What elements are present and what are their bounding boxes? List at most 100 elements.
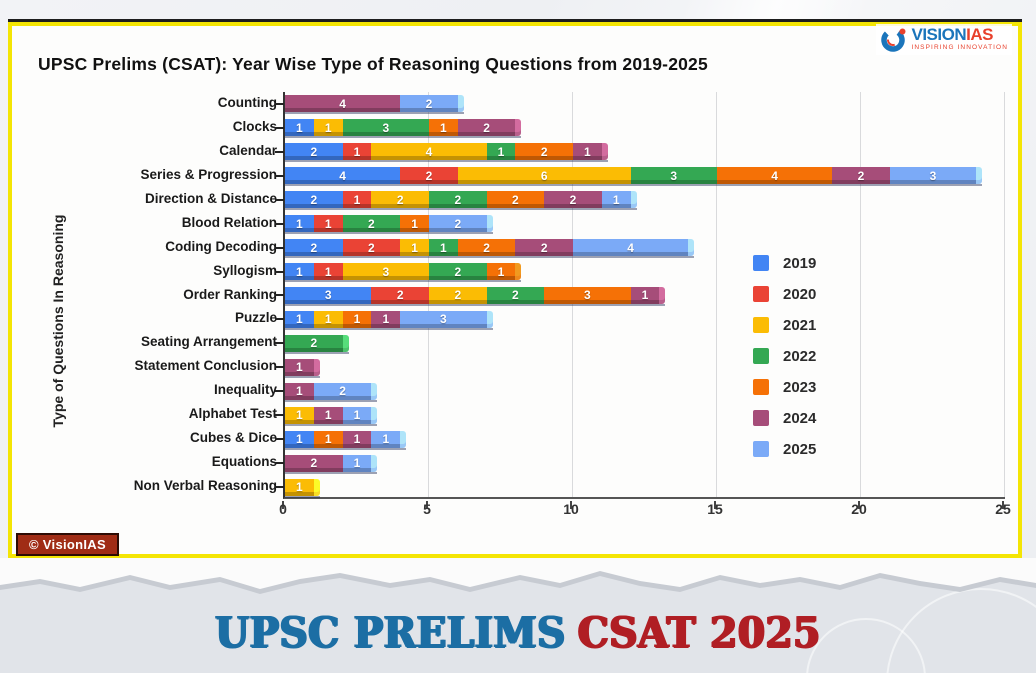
x-tick-label: 20 <box>851 501 867 517</box>
bar-segment: 2 <box>515 239 573 257</box>
legend-label: 2024 <box>783 409 817 427</box>
bar-segment: 3 <box>889 167 977 185</box>
bar-segment: 2 <box>515 143 573 161</box>
visionias-logo-icon <box>881 28 906 52</box>
category-label: Seating Arrangement <box>140 334 277 350</box>
legend-swatch <box>753 317 769 333</box>
legend-item: 2025 <box>753 440 816 458</box>
bar-segment: 2 <box>428 215 487 233</box>
bar-segment: 1 <box>486 263 516 281</box>
brand-ias: IAS <box>966 25 993 44</box>
legend-swatch <box>753 379 769 395</box>
bar-segment: 3 <box>342 119 429 137</box>
bar-segment: 3 <box>400 310 487 328</box>
bar-segment: 2 <box>313 382 372 400</box>
bar-segment: 2 <box>486 191 545 209</box>
legend-label: 2019 <box>783 254 817 272</box>
category-label: Counting <box>217 94 277 110</box>
legend-swatch <box>753 286 769 302</box>
category-label: Calendar <box>219 142 277 158</box>
legend-item: 2022 <box>753 347 816 365</box>
copyright-badge: © VisionIAS <box>16 533 119 556</box>
category-label: Cubes & Dice <box>189 430 277 446</box>
bar-segment: 2 <box>428 191 487 209</box>
bar-endcap <box>313 478 320 496</box>
bar-segment: 1 <box>601 191 631 209</box>
legend-label: 2020 <box>783 285 817 303</box>
category-label: Puzzle <box>234 310 277 326</box>
bar-segment: 1 <box>371 310 401 328</box>
visionias-logo-text: VISIONIAS INSPIRING INNOVATION <box>911 26 1008 52</box>
bar-segment: 1 <box>342 406 372 424</box>
bar-endcap <box>515 119 522 137</box>
bar-endcap <box>688 239 695 257</box>
bar-endcap <box>630 191 637 209</box>
bar-endcap <box>313 358 320 376</box>
x-tick-label: 5 <box>423 501 431 517</box>
bar-segment: 2 <box>371 191 429 209</box>
bar-segment: 6 <box>457 167 631 185</box>
bar-segment: 1 <box>400 239 429 257</box>
bar-segment: 3 <box>342 263 429 281</box>
bar-segment: 1 <box>313 310 343 328</box>
bar-endcap <box>601 143 608 161</box>
legend: 2019 2020 2021 2022 2023 2024 2025 <box>753 254 816 458</box>
bar-segment: 4 <box>572 239 689 257</box>
bar-segment: 1 <box>486 143 516 161</box>
bar-segment: 2 <box>486 286 545 304</box>
stacked-bar: 1 <box>285 478 320 496</box>
bar-segment: 2 <box>285 143 343 161</box>
bar-segment: 2 <box>285 239 343 257</box>
bar-segment: 1 <box>285 406 314 424</box>
bar-segment: 2 <box>342 239 401 257</box>
legend-item: 2021 <box>753 316 816 334</box>
bar-segment: 3 <box>630 167 717 185</box>
category-label: Clocks <box>232 118 277 134</box>
bar-segment: 1 <box>285 382 314 400</box>
bar-segment: 1 <box>285 310 314 328</box>
bar-segment: 1 <box>342 310 372 328</box>
bar-segment: 1 <box>313 215 343 233</box>
bar-segment: 1 <box>572 143 602 161</box>
legend-label: 2025 <box>783 440 817 458</box>
x-tick-label: 15 <box>707 501 723 517</box>
bar-endcap <box>515 263 522 281</box>
category-label: Blood Relation <box>181 214 277 230</box>
legend-item: 2020 <box>753 285 816 303</box>
bottom-banner: UPSC PRELIMS CSAT 2025 <box>0 558 1036 673</box>
torn-paper-edge <box>0 558 1036 594</box>
stacked-bar: 2 <box>285 334 349 352</box>
legend-swatch <box>753 348 769 364</box>
bar-endcap <box>400 430 407 448</box>
bar-endcap <box>371 454 378 472</box>
legend-label: 2022 <box>783 347 817 365</box>
bar-segment: 2 <box>457 119 516 137</box>
chart-card: VISIONIAS INSPIRING INNOVATION UPSC Prel… <box>8 19 1022 558</box>
x-tick-mark <box>570 501 572 509</box>
bar-endcap <box>371 382 378 400</box>
x-tick-mark <box>1002 501 1004 509</box>
category-label: Syllogism <box>213 262 277 278</box>
bar-segment: 4 <box>716 167 833 185</box>
x-tick-mark <box>282 501 284 509</box>
bar-segment: 1 <box>285 119 314 137</box>
bar-segment: 1 <box>285 215 314 233</box>
category-label: Statement Conclusion <box>134 358 277 374</box>
legend-item: 2023 <box>753 378 816 396</box>
bar-segment: 1 <box>428 239 458 257</box>
category-label: Coding Decoding <box>165 238 277 254</box>
bar-segment: 2 <box>428 286 487 304</box>
bar-segment: 1 <box>285 358 314 376</box>
bar-segment: 1 <box>313 119 343 137</box>
bar-segment: 2 <box>400 95 458 113</box>
